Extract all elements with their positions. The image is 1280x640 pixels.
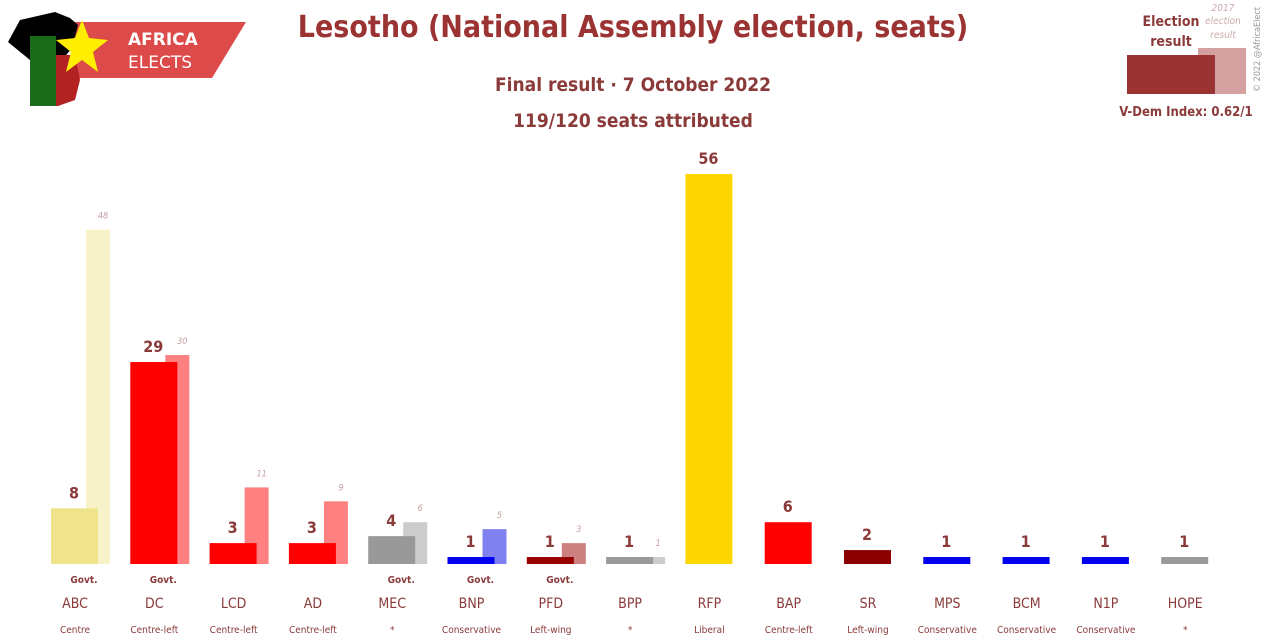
value-label: 1 xyxy=(545,532,555,551)
category-label: DC xyxy=(145,596,164,612)
value-label: 2 xyxy=(862,525,872,544)
category-label: AD xyxy=(304,596,322,612)
category-label: MEC xyxy=(378,596,406,612)
value-label: 1 xyxy=(1179,532,1189,551)
ideology-label: * xyxy=(390,625,395,636)
category-label: ABC xyxy=(62,596,88,612)
bar-bcm xyxy=(1002,557,1050,564)
bar-n1p xyxy=(1081,557,1129,564)
ideology-label: Left-wing xyxy=(847,625,888,636)
govt-label: Govt. xyxy=(546,575,573,586)
value-label: 3 xyxy=(228,518,238,537)
ideology-label: Centre-left xyxy=(210,625,258,636)
bar-ad xyxy=(288,543,336,564)
bar-dc xyxy=(130,362,178,564)
ideology-label: Conservative xyxy=(1076,625,1136,636)
bar-bap xyxy=(764,522,812,564)
ideology-label: Conservative xyxy=(918,625,978,636)
value-label: 3 xyxy=(307,518,317,537)
bar-lcd xyxy=(209,543,257,564)
category-label: SR xyxy=(860,596,877,612)
ideology-label: * xyxy=(628,625,633,636)
ideology-label: * xyxy=(1183,625,1188,636)
category-label: HOPE xyxy=(1168,596,1203,612)
bar-sr xyxy=(844,550,891,564)
category-label: BNP xyxy=(459,596,485,612)
previous-value-label: 3 xyxy=(576,525,581,535)
bar-hope xyxy=(1161,557,1209,564)
category-label: RFP xyxy=(698,596,722,612)
govt-label: Govt. xyxy=(467,575,494,586)
previous-value-label: 5 xyxy=(497,511,502,521)
value-label: 1 xyxy=(941,532,951,551)
category-label: N1P xyxy=(1093,596,1118,612)
category-label: MPS xyxy=(934,596,960,612)
value-label: 1 xyxy=(1021,532,1031,551)
category-label: LCD xyxy=(221,596,247,612)
govt-label: Govt. xyxy=(388,575,415,586)
bar-mps xyxy=(923,557,971,564)
value-label: 6 xyxy=(783,497,793,516)
bar-rfp xyxy=(685,174,733,564)
logo-line2: ELECTS xyxy=(128,53,192,73)
africa-elects-logo: AFRICA ELECTS xyxy=(8,12,246,106)
previous-value-label: 1 xyxy=(656,539,661,549)
previous-value-label: 6 xyxy=(418,504,423,514)
ideology-label: Left-wing xyxy=(530,625,571,636)
value-label: 1 xyxy=(624,532,634,551)
ideology-label: Centre-left xyxy=(130,625,178,636)
ideology-label: Conservative xyxy=(442,625,502,636)
bar-bnp xyxy=(447,557,495,564)
ideology-label: Centre xyxy=(60,625,91,636)
category-label: PFD xyxy=(539,596,564,612)
previous-value-label: 30 xyxy=(177,337,187,347)
category-label: BCM xyxy=(1013,596,1041,612)
ideology-label: Conservative xyxy=(997,625,1057,636)
logo-line1: AFRICA xyxy=(128,30,199,50)
bar-abc xyxy=(51,508,98,564)
govt-label: Govt. xyxy=(70,575,97,586)
value-label: 1 xyxy=(465,532,475,551)
category-label: BPP xyxy=(618,596,642,612)
value-label: 1 xyxy=(1100,532,1110,551)
govt-label: Govt. xyxy=(150,575,177,586)
bar-mec xyxy=(368,536,416,564)
previous-value-label: 11 xyxy=(256,469,266,479)
ideology-label: Centre-left xyxy=(289,625,337,636)
value-label: 8 xyxy=(69,483,79,502)
value-label: 4 xyxy=(386,511,396,530)
previous-value-label: 48 xyxy=(98,212,108,222)
chart-subtitle: Final result · 7 October 2022 xyxy=(494,74,772,96)
value-label: 29 xyxy=(143,337,163,356)
chart-title: Lesotho (National Assembly election, sea… xyxy=(297,10,969,45)
value-label: 56 xyxy=(698,149,718,168)
bar-bpp xyxy=(606,557,654,564)
ideology-label: Liberal xyxy=(694,625,724,636)
category-label: BAP xyxy=(776,596,801,612)
seats-attributed: 119/120 seats attributed xyxy=(513,110,753,132)
bar-pfd xyxy=(526,557,574,564)
ideology-label: Centre-left xyxy=(765,625,813,636)
previous-value-label: 9 xyxy=(338,483,343,493)
